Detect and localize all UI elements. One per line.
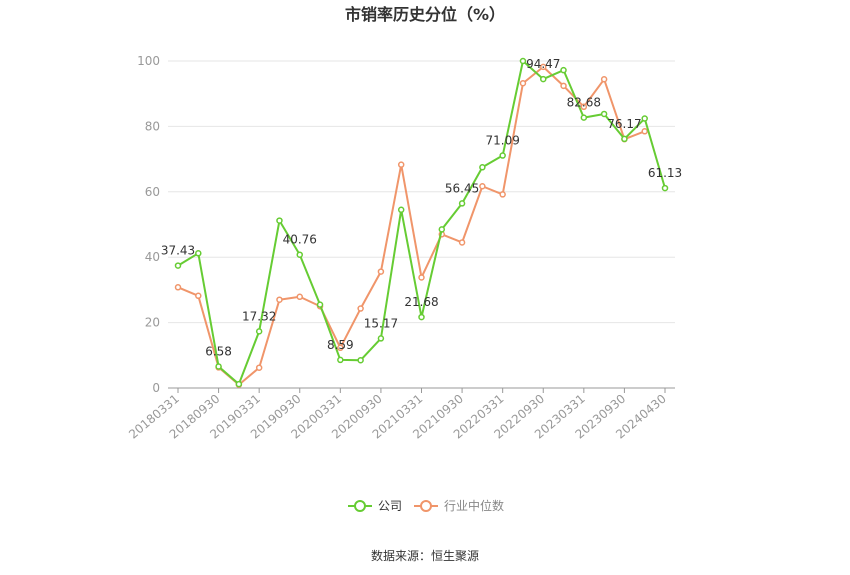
point-company-20220930 [540, 75, 547, 83]
point-industry-20230331 [580, 103, 588, 111]
point-company-20190630 [276, 217, 283, 224]
point-industry-20230630 [600, 76, 608, 83]
grid-lines [168, 60, 675, 324]
point-industry-20210331 [418, 274, 425, 281]
point-company-20231231 [641, 115, 648, 122]
data-label-20210331: 21.68 [404, 295, 438, 309]
point-company-20191231 [316, 301, 324, 308]
data-label-20190331: 17.32 [242, 309, 276, 323]
data-label-20180930: 6.58 [205, 344, 232, 358]
y-tick-label-40: 40 [145, 250, 160, 264]
point-company-20180630 [195, 250, 202, 257]
data-label-20220930: 94.47 [526, 57, 560, 71]
point-company-20180930 [215, 363, 222, 370]
data-labels: 37.43 6.58 17.32 40.76 8.59 15.17 21.68 56.45 71… [161, 57, 682, 358]
point-industry-20180630 [195, 292, 202, 300]
point-industry-20221231 [560, 82, 567, 90]
legend-marker-company [354, 500, 366, 512]
y-axis: 0 20 40 60 80 100 [137, 54, 160, 395]
data-label-20180331: 37.43 [161, 244, 195, 258]
point-company-20221231 [560, 66, 567, 74]
point-company-20240430 [661, 184, 669, 192]
y-tick-label-0: 0 [152, 381, 160, 395]
data-label-20200331: 8.59 [327, 338, 354, 352]
point-company-20230630 [600, 110, 608, 118]
y-tick-label-100: 100 [137, 54, 160, 68]
point-company-20210930 [458, 200, 466, 207]
data-label-20230331: 82.68 [567, 96, 601, 110]
point-company-20190930 [296, 251, 303, 258]
source-note: 数据来源：恒生聚源 [371, 548, 479, 563]
point-industry-20200930 [377, 268, 385, 275]
point-company-20230930 [621, 135, 628, 143]
legend-label-company[interactable]: 公司 [378, 499, 402, 513]
point-industry-20211231 [479, 182, 486, 190]
point-industry-20210930 [458, 239, 466, 246]
series-layer [174, 57, 669, 388]
point-industry-20220930 [540, 63, 547, 71]
point-industry-20220331 [499, 191, 506, 198]
point-industry-20231231 [641, 128, 648, 135]
point-company-20180331 [174, 262, 182, 269]
y-tick-label-80: 80 [145, 119, 160, 133]
data-label-20200930: 15.17 [364, 316, 398, 330]
legend-label-industry[interactable]: 行业中位数 [444, 498, 504, 513]
point-company-20220331 [499, 152, 506, 159]
y-tick-label-20: 20 [145, 316, 160, 330]
point-industry-20190930 [296, 293, 303, 301]
point-industry-20200630 [357, 305, 364, 312]
point-company-20200930 [377, 335, 385, 342]
point-company-20210331 [418, 313, 425, 321]
data-label-20230930: 76.17 [607, 117, 641, 131]
point-company-20190331 [255, 328, 263, 335]
data-label-20210930: 56.45 [445, 181, 479, 195]
point-company-20200331 [337, 356, 344, 364]
point-industry-20180331 [174, 284, 182, 291]
series-line-industry [177, 65, 646, 386]
x-axis: 2018033120180930201903312019093020200331… [126, 387, 675, 442]
point-company-20211231 [479, 164, 486, 171]
point-industry-20190331 [255, 364, 263, 371]
data-label-20220331: 71.09 [485, 134, 519, 148]
data-label-20190930: 40.76 [283, 233, 317, 247]
point-company-20220630 [519, 57, 527, 65]
point-company-20210630 [438, 226, 446, 233]
data-label-20240430: 61.13 [648, 166, 682, 180]
legend[interactable]: 公司 行业中位数 [348, 498, 504, 513]
chart-title: 市销率历史分位（%） [345, 5, 505, 24]
legend-marker-industry [420, 500, 432, 512]
y-tick-label-60: 60 [145, 185, 160, 199]
point-company-20230331 [580, 114, 588, 121]
point-company-20200630 [357, 356, 364, 364]
point-industry-20220630 [519, 79, 527, 87]
point-industry-20200331 [337, 344, 344, 352]
point-industry-20201231 [397, 161, 405, 168]
point-company-20181231 [235, 380, 243, 388]
point-industry-20190630 [276, 296, 283, 303]
point-company-20201231 [397, 206, 405, 214]
